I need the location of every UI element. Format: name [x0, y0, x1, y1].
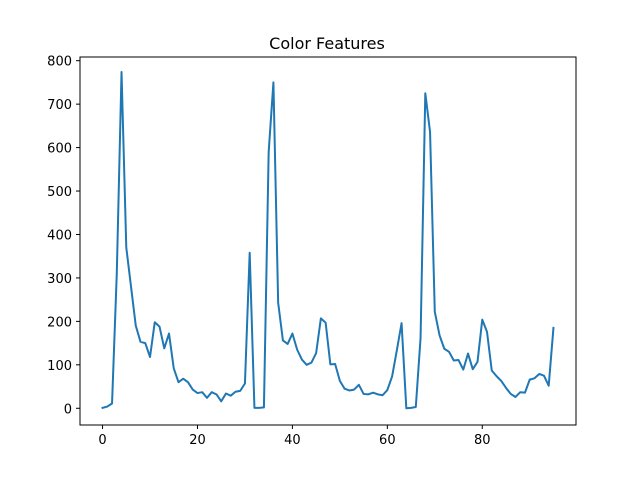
y-tick-label: 0 [64, 402, 72, 417]
x-tick-label: 80 [474, 433, 491, 448]
plot-area [101, 70, 555, 410]
y-tick-label: 200 [47, 315, 72, 330]
x-tick-label: 0 [98, 433, 106, 448]
y-tick-label: 100 [47, 359, 72, 374]
y-tick-label: 700 [47, 98, 72, 113]
x-tick-label: 40 [284, 433, 301, 448]
y-tick-label: 300 [47, 272, 72, 287]
chart-title: Color Features [269, 34, 385, 53]
y-tick-label: 800 [47, 55, 72, 70]
series-line-0 [101, 70, 555, 410]
plot-frame [79, 56, 577, 426]
y-tick-label: 600 [47, 142, 72, 157]
y-tick-label: 400 [47, 228, 72, 243]
x-tick-label: 20 [189, 433, 206, 448]
y-tick-label: 500 [47, 185, 72, 200]
x-tick-label: 60 [379, 433, 396, 448]
